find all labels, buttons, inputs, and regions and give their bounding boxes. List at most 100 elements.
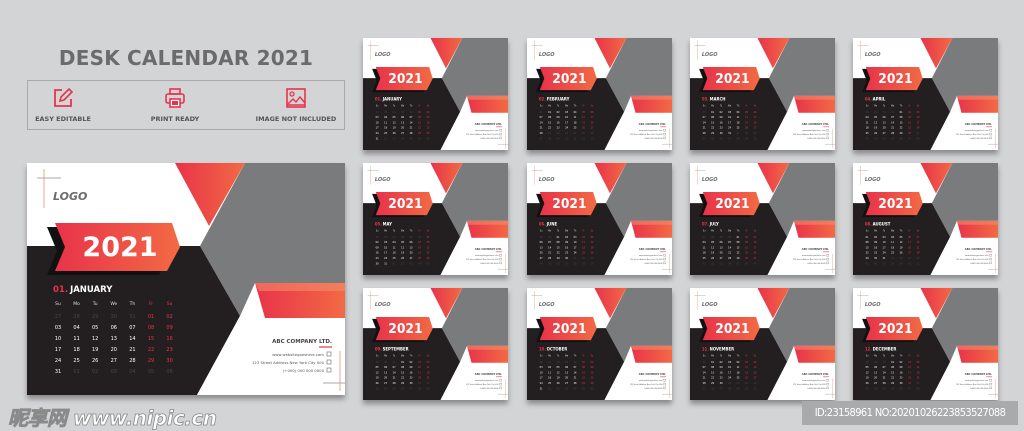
day-cell: 07 bbox=[728, 241, 731, 244]
day-cell: 26 bbox=[384, 236, 387, 239]
logo-text: LOGO bbox=[702, 302, 718, 308]
day-cell: 28 bbox=[883, 382, 886, 385]
day-cell: 15 bbox=[582, 371, 585, 374]
month-number: 03. bbox=[702, 96, 709, 101]
company-website: www.websitegoeshere.com bbox=[475, 379, 499, 382]
day-cell: 06 bbox=[401, 116, 404, 119]
red-band bbox=[630, 220, 672, 238]
day-cell: 19 bbox=[591, 246, 594, 249]
day-cell: 12 bbox=[866, 371, 869, 374]
day-cell: 16 bbox=[874, 246, 877, 249]
day-cell: 03 bbox=[754, 236, 757, 239]
month-title: 02.FEBRUARY bbox=[539, 96, 570, 101]
company-address: 123 Street Address New York City 000 bbox=[956, 383, 989, 386]
day-cell: 03 bbox=[874, 137, 877, 140]
phone-icon bbox=[989, 136, 992, 140]
day-cell: 20 bbox=[754, 121, 757, 124]
red-band bbox=[793, 220, 835, 238]
day-cell: 29 bbox=[874, 361, 877, 364]
day-cell: 15 bbox=[418, 121, 421, 124]
day-cell: 21 bbox=[574, 377, 577, 380]
company-phone: (+000) 000 000 0000 bbox=[480, 387, 499, 390]
day-cell: 20 bbox=[754, 371, 757, 374]
day-cell: 23 bbox=[410, 377, 413, 380]
day-cell: 02 bbox=[557, 387, 560, 390]
day-cell: 23 bbox=[720, 127, 723, 130]
day-cell: 02 bbox=[376, 241, 379, 244]
day-cell: 29 bbox=[410, 236, 413, 239]
day-cell: 29 bbox=[891, 382, 894, 385]
day-cell: 05 bbox=[92, 325, 98, 331]
day-cell: 03 bbox=[376, 116, 379, 119]
day-cell: 31 bbox=[883, 257, 886, 260]
day-cell: 02 bbox=[737, 382, 740, 385]
day-cell: 08 bbox=[866, 241, 869, 244]
red-top-triangle bbox=[430, 163, 463, 194]
white-info-panel bbox=[930, 236, 998, 275]
day-cell: 04 bbox=[393, 241, 396, 244]
day-cell: 10 bbox=[883, 241, 886, 244]
weekday-label: Fr bbox=[746, 229, 748, 232]
month-name: JANUARY bbox=[382, 96, 402, 101]
day-cell: 10 bbox=[754, 137, 757, 140]
day-cell: 04 bbox=[883, 137, 886, 140]
red-band-highlight bbox=[466, 345, 508, 350]
day-cell: 18 bbox=[737, 121, 740, 124]
day-cell: 12 bbox=[92, 336, 98, 342]
day-cell: 03 bbox=[111, 369, 117, 375]
month-name: MARCH bbox=[710, 96, 726, 101]
day-cell: 03 bbox=[728, 111, 731, 114]
day-cell: 17 bbox=[754, 246, 757, 249]
day-cell: 30 bbox=[591, 382, 594, 385]
weekday-label: Sa bbox=[427, 231, 430, 233]
day-cell: 30 bbox=[574, 361, 577, 364]
red-top-triangle bbox=[920, 38, 953, 69]
day-cell: 01 bbox=[711, 111, 714, 114]
white-info-panel bbox=[767, 111, 835, 150]
calendar-month-card: 2021 LOGO 05.MAY Su Mo Tu We Th Fr Sa 25 26 27 28 29… bbox=[363, 163, 508, 275]
month-title: 07.JULY bbox=[702, 221, 719, 226]
company-name: ABC COMPANY LTD. bbox=[639, 372, 666, 376]
day-cell: 11 bbox=[737, 366, 740, 369]
month-name: MAY bbox=[383, 221, 392, 226]
day-cell: 10 bbox=[917, 116, 920, 119]
dark-panel bbox=[690, 203, 788, 275]
month-name: FEBRUARY bbox=[547, 96, 570, 101]
day-cell: 22 bbox=[557, 252, 560, 255]
day-cell: 06 bbox=[540, 241, 543, 244]
day-cell: 04 bbox=[703, 137, 706, 140]
day-cell: 26 bbox=[582, 127, 585, 130]
day-cell: 17 bbox=[917, 121, 920, 124]
day-cell: 09 bbox=[166, 325, 172, 331]
day-cell: 15 bbox=[711, 121, 714, 124]
day-cell: 08 bbox=[548, 137, 551, 140]
day-cell: 23 bbox=[720, 377, 723, 380]
day-cell: 02 bbox=[557, 132, 560, 135]
day-cell: 07 bbox=[728, 137, 731, 140]
gray-photo-area bbox=[931, 163, 998, 237]
day-cell: 25 bbox=[917, 377, 920, 380]
month-number: 08. bbox=[865, 221, 872, 226]
day-cell: 27 bbox=[565, 382, 568, 385]
day-cell: 18 bbox=[548, 377, 551, 380]
day-cell: 12 bbox=[582, 116, 585, 119]
day-cell: 04 bbox=[883, 387, 886, 390]
day-cell: 29 bbox=[148, 358, 154, 364]
day-cell: 27 bbox=[703, 236, 706, 239]
day-cell: 08 bbox=[548, 116, 551, 119]
company-website: www.websitegoeshere.com bbox=[639, 379, 663, 382]
weekday-label: Th bbox=[574, 356, 577, 358]
weekday-label: Fr bbox=[746, 104, 748, 107]
day-cell: 30 bbox=[720, 382, 723, 385]
weekday-label: Tu bbox=[557, 231, 560, 233]
calendar-month-card: 2021 LOGO 03.MARCH Su Mo Tu We Th Fr Sa 28 01 02 03… bbox=[690, 38, 835, 150]
day-cell: 08 bbox=[728, 387, 731, 390]
day-cell: 13 bbox=[883, 121, 886, 124]
day-cell: 05 bbox=[401, 241, 404, 244]
red-band bbox=[466, 220, 508, 238]
day-cell: 11 bbox=[384, 121, 387, 124]
day-cell: 10 bbox=[384, 246, 387, 249]
phone-icon bbox=[499, 136, 502, 140]
calendar-month-card: 2021 LOGO 08.AUGUST Su Mo Tu We Th Fr Sa 01 02 03 0… bbox=[853, 163, 998, 275]
day-cell: 06 bbox=[166, 369, 172, 375]
